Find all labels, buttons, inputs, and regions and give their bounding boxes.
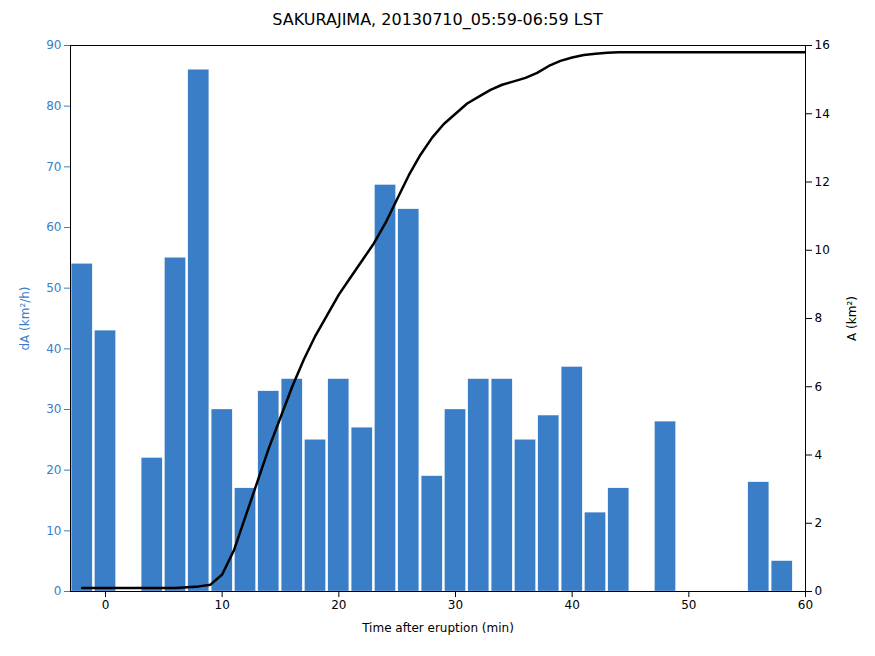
svg-text:6: 6: [815, 380, 823, 394]
svg-text:10: 10: [46, 524, 61, 538]
svg-text:30: 30: [448, 598, 463, 612]
svg-text:90: 90: [46, 38, 61, 52]
svg-text:70: 70: [46, 160, 61, 174]
svg-text:0: 0: [102, 598, 110, 612]
svg-text:2: 2: [815, 516, 823, 530]
html-text:SAKURAJIMA, 20130710_05:59-06:: SAKURAJIMA, 20130710_05:59-06:59 LST: [272, 10, 603, 29]
svg-text:14: 14: [815, 107, 830, 121]
svg-text:60: 60: [798, 598, 813, 612]
svg-text:60: 60: [46, 220, 61, 234]
svg-text:dA (km²/h): dA (km²/h): [18, 286, 32, 350]
svg-text:Time after eruption (min): Time after eruption (min): [361, 621, 514, 635]
svg-text:12: 12: [815, 175, 830, 189]
svg-text:20: 20: [331, 598, 346, 612]
svg-text:A (km²): A (km²): [845, 296, 859, 341]
svg-text:50: 50: [681, 598, 696, 612]
svg-text:8: 8: [815, 311, 823, 325]
svg-text:50: 50: [46, 281, 61, 295]
svg-text:40: 40: [565, 598, 580, 612]
svg-text:30: 30: [46, 402, 61, 416]
svg-text:0: 0: [815, 584, 823, 598]
svg-text:10: 10: [815, 243, 830, 257]
svg-text:16: 16: [815, 38, 830, 52]
svg-text:80: 80: [46, 99, 61, 113]
svg-text:10: 10: [215, 598, 230, 612]
svg-text:20: 20: [46, 463, 61, 477]
svg-text:4: 4: [815, 448, 823, 462]
svg-text:40: 40: [46, 342, 61, 356]
svg-text:0: 0: [54, 584, 62, 598]
